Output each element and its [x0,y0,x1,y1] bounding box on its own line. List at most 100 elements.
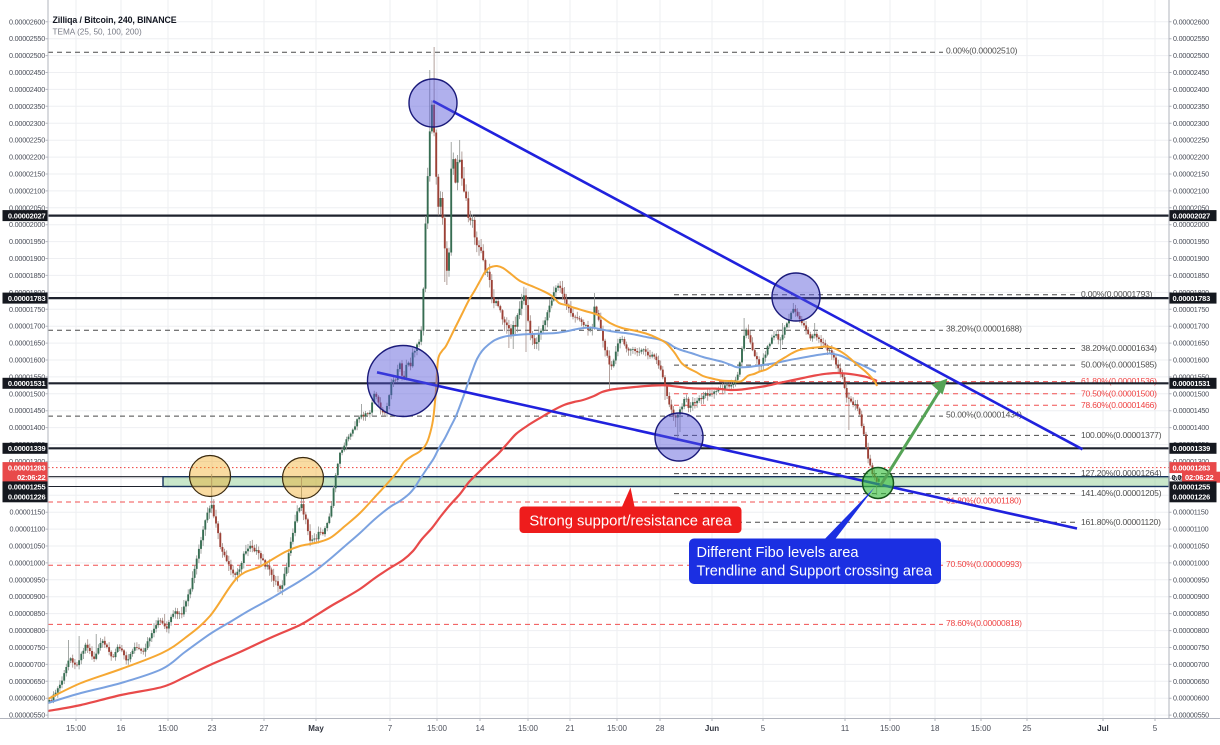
svg-text:0.00001283: 0.00001283 [8,463,46,472]
svg-text:0.00001400: 0.00001400 [1173,423,1209,432]
svg-text:0.00001550: 0.00001550 [9,372,45,381]
svg-text:15:00: 15:00 [66,724,87,733]
svg-text:02:06:22: 02:06:22 [1185,473,1213,482]
svg-text:0.00002250: 0.00002250 [1173,136,1209,145]
svg-text:70.50%(0.00000993): 70.50%(0.00000993) [946,559,1022,569]
svg-text:0.00001400: 0.00001400 [9,423,45,432]
svg-text:0.00001850: 0.00001850 [9,271,45,280]
svg-text:0.00001783: 0.00001783 [8,294,46,303]
svg-text:0.00000900: 0.00000900 [1173,592,1209,601]
svg-text:0.00002400: 0.00002400 [9,85,45,94]
svg-text:0.00001450: 0.00001450 [9,406,45,415]
svg-text:0.00002300: 0.00002300 [1173,119,1209,128]
svg-text:0.00000550: 0.00000550 [1173,711,1209,720]
svg-text:0.00001050: 0.00001050 [9,542,45,551]
svg-text:0.00001600: 0.00001600 [9,356,45,365]
svg-text:0.00002200: 0.00002200 [9,153,45,162]
svg-text:0.00001950: 0.00001950 [1173,237,1209,246]
svg-text:0.00000700: 0.00000700 [1173,660,1209,669]
svg-text:38.20%(0.00001634): 38.20%(0.00001634) [1081,343,1157,353]
svg-text:0.00002100: 0.00002100 [9,186,45,195]
svg-text:0.00002150: 0.00002150 [9,170,45,179]
svg-text:0.00000600: 0.00000600 [1173,694,1209,703]
svg-text:0.00002000: 0.00002000 [9,220,45,229]
svg-text:0.00002100: 0.00002100 [1173,186,1209,195]
svg-text:0.00001000: 0.00001000 [1173,558,1209,567]
svg-text:02:06:22: 02:06:22 [17,473,45,482]
svg-text:127.20%(0.00001264): 127.20%(0.00001264) [1081,468,1162,478]
svg-text:50.00%(0.00001434): 50.00%(0.00001434) [946,410,1022,420]
svg-text:0.00000650: 0.00000650 [9,677,45,686]
svg-text:0.00000550: 0.00000550 [9,711,45,720]
svg-text:0.00001800: 0.00001800 [9,288,45,297]
svg-text:0.00000950: 0.00000950 [9,575,45,584]
svg-text:0.00002027: 0.00002027 [8,211,46,220]
svg-text:0.00002450: 0.00002450 [9,68,45,77]
svg-text:15:00: 15:00 [158,724,179,733]
svg-text:15:00: 15:00 [971,724,992,733]
svg-text:0.00002550: 0.00002550 [9,34,45,43]
svg-text:27: 27 [260,724,269,733]
svg-text:0.00001531: 0.00001531 [1173,379,1211,388]
svg-text:0.00000850: 0.00000850 [1173,609,1209,618]
svg-text:0.00001550: 0.00001550 [1173,372,1209,381]
svg-text:21: 21 [566,724,575,733]
svg-text:0.00002050: 0.00002050 [1173,203,1209,212]
svg-text:0.00%(0.00001793): 0.00%(0.00001793) [1081,289,1153,299]
svg-text:5: 5 [761,724,766,733]
svg-text:0.00000750: 0.00000750 [9,643,45,652]
svg-text:TEMA (25, 50, 100, 200): TEMA (25, 50, 100, 200) [53,28,142,37]
svg-text:0.00000950: 0.00000950 [1173,575,1209,584]
svg-text:11: 11 [841,724,850,733]
svg-text:0.00001700: 0.00001700 [1173,322,1209,331]
svg-text:0.0: 0.0 [1172,473,1182,482]
svg-text:0.00002550: 0.00002550 [1173,34,1209,43]
svg-text:0.00001700: 0.00001700 [9,322,45,331]
svg-text:0.00001000: 0.00001000 [9,558,45,567]
svg-text:100.00%(0.00001377): 100.00%(0.00001377) [1081,430,1162,440]
svg-text:0.00001300: 0.00001300 [1173,457,1209,466]
svg-text:18: 18 [931,724,940,733]
svg-text:Jun: Jun [705,724,719,733]
svg-text:0.00001900: 0.00001900 [1173,254,1209,263]
svg-text:0.00001600: 0.00001600 [1173,356,1209,365]
svg-text:0.00001750: 0.00001750 [9,305,45,314]
svg-text:70.50%(0.00001500): 70.50%(0.00001500) [1081,388,1157,398]
svg-text:0.00001531: 0.00001531 [8,379,46,388]
svg-text:0.00001300: 0.00001300 [9,457,45,466]
svg-text:0.00001226: 0.00001226 [1173,493,1211,502]
svg-text:0.00000750: 0.00000750 [1173,643,1209,652]
svg-text:0.00001450: 0.00001450 [1173,406,1209,415]
svg-text:0.00002350: 0.00002350 [9,102,45,111]
svg-text:0.00002300: 0.00002300 [9,119,45,128]
svg-text:25: 25 [1023,724,1032,733]
svg-text:0.00002200: 0.00002200 [1173,153,1209,162]
svg-text:0.00000800: 0.00000800 [9,626,45,635]
svg-text:0.00001226: 0.00001226 [8,493,46,502]
svg-text:0.00002450: 0.00002450 [1173,68,1209,77]
svg-text:0.00001800: 0.00001800 [1173,288,1209,297]
svg-text:Zilliqa / Bitcoin, 240, BINANC: Zilliqa / Bitcoin, 240, BINANCE [53,15,177,25]
svg-text:0.00002600: 0.00002600 [1173,17,1209,26]
svg-text:Jul: Jul [1097,724,1109,733]
svg-text:Trendline and Support crossing: Trendline and Support crossing area [697,564,933,580]
svg-text:0.00001783: 0.00001783 [1173,294,1211,303]
svg-text:14: 14 [476,724,485,733]
svg-text:0.00001850: 0.00001850 [1173,271,1209,280]
svg-text:23: 23 [208,724,217,733]
svg-text:0.00001255: 0.00001255 [1173,483,1211,492]
svg-text:0.00001900: 0.00001900 [9,254,45,263]
svg-text:0.00000850: 0.00000850 [9,609,45,618]
svg-text:16: 16 [117,724,126,733]
svg-text:0.00002050: 0.00002050 [9,203,45,212]
svg-text:0.00001100: 0.00001100 [1173,525,1209,534]
svg-text:0.00%(0.00002510): 0.00%(0.00002510) [946,46,1018,56]
svg-text:0.00001255: 0.00001255 [8,483,46,492]
svg-text:61.80%(0.00001180): 61.80%(0.00001180) [946,496,1022,506]
svg-text:0.00001650: 0.00001650 [1173,339,1209,348]
svg-text:78.60%(0.00001466): 78.60%(0.00001466) [1081,400,1157,410]
svg-text:May: May [308,724,324,733]
svg-text:7: 7 [388,724,393,733]
svg-text:0.00002027: 0.00002027 [1173,211,1211,220]
svg-text:0.00001500: 0.00001500 [1173,389,1209,398]
